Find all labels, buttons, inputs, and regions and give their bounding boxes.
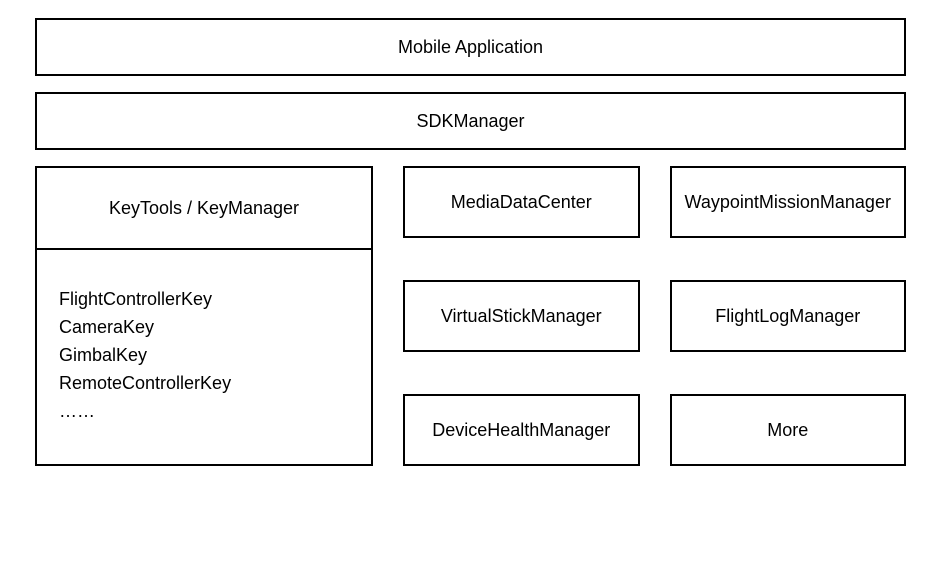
virtual-stick-manager-block: VirtualStickManager (403, 280, 640, 352)
key-item: FlightControllerKey (59, 286, 349, 314)
key-item: …… (59, 398, 349, 426)
mobile-application-block: Mobile Application (35, 18, 906, 76)
media-data-center-block: MediaDataCenter (403, 166, 640, 238)
flight-log-manager-block: FlightLogManager (670, 280, 907, 352)
sdk-manager-label: SDKManager (416, 111, 524, 132)
key-tools-header: KeyTools / KeyManager (37, 168, 371, 250)
device-health-manager-label: DeviceHealthManager (432, 420, 610, 441)
flight-log-manager-label: FlightLogManager (715, 306, 860, 327)
virtual-stick-manager-label: VirtualStickManager (441, 306, 602, 327)
manager-grid: MediaDataCenter WaypointMissionManager V… (403, 166, 906, 466)
key-list: FlightControllerKey CameraKey GimbalKey … (37, 250, 371, 464)
waypoint-mission-manager-block: WaypointMissionManager (670, 166, 907, 238)
waypoint-mission-manager-label: WaypointMissionManager (685, 192, 891, 213)
key-item: CameraKey (59, 314, 349, 342)
key-tools-panel: KeyTools / KeyManager FlightControllerKe… (35, 166, 373, 466)
media-data-center-label: MediaDataCenter (451, 192, 592, 213)
main-area: KeyTools / KeyManager FlightControllerKe… (35, 166, 906, 466)
key-tools-header-label: KeyTools / KeyManager (109, 198, 299, 219)
device-health-manager-block: DeviceHealthManager (403, 394, 640, 466)
more-label: More (767, 420, 808, 441)
key-item: RemoteControllerKey (59, 370, 349, 398)
more-block: More (670, 394, 907, 466)
key-item: GimbalKey (59, 342, 349, 370)
mobile-application-label: Mobile Application (398, 37, 543, 58)
sdk-manager-block: SDKManager (35, 92, 906, 150)
